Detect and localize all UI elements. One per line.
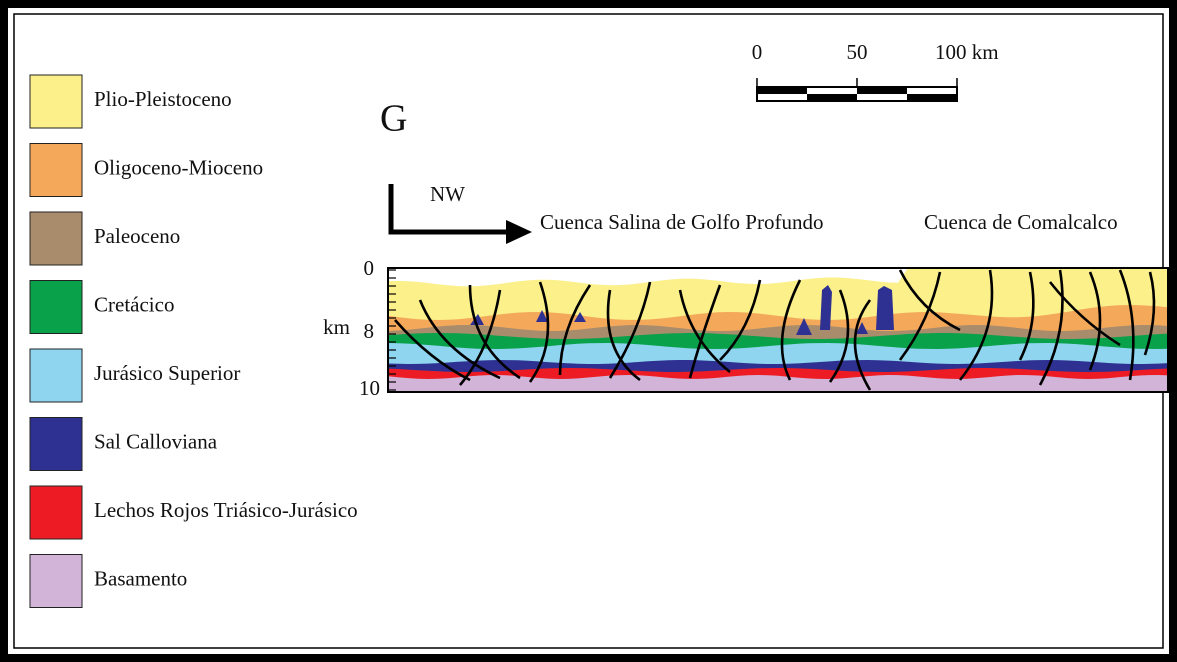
legend-label: Oligoceno-Mioceno <box>94 155 263 179</box>
legend-swatch <box>30 349 82 402</box>
depth-label: 10 <box>359 376 380 400</box>
legend-swatch <box>30 555 82 608</box>
depth-label: 8 <box>364 319 375 343</box>
legend-label: Plio-Pleistoceno <box>94 87 232 111</box>
legend-swatch <box>30 212 82 265</box>
layer <box>388 375 1168 392</box>
legend-swatch <box>30 144 82 197</box>
scale-label: 100 km <box>935 40 999 64</box>
scale-label: 0 <box>752 40 763 64</box>
region-label: Cuenca Salina de Golfo Profundo <box>540 210 823 234</box>
legend-label: Paleoceno <box>94 224 180 248</box>
depth-label: 0 <box>364 256 375 280</box>
scale-segment <box>757 87 807 94</box>
legend-label: Sal Calloviana <box>94 429 218 453</box>
scale-label: 50 <box>847 40 868 64</box>
legend-swatch <box>30 486 82 539</box>
legend-label: Jurásico Superior <box>94 361 240 385</box>
legend-swatch <box>30 418 82 471</box>
legend-label: Cretácico <box>94 292 174 316</box>
legend-label: Lechos Rojos Triásico-Jurásico <box>94 498 358 522</box>
cross-section <box>388 268 1168 392</box>
region-label: Cuenca de Comalcalco <box>924 210 1118 234</box>
legend-swatch <box>30 281 82 334</box>
panel-label: G <box>380 98 407 140</box>
legend-label: Basamento <box>94 566 187 590</box>
salt-diapir <box>876 286 894 330</box>
direction-label: NW <box>430 182 465 206</box>
scale-segment <box>807 94 857 101</box>
legend-swatch <box>30 75 82 128</box>
figure: Plio-Pleistoceno Oligoceno-Mioceno Paleoce… <box>0 0 1177 662</box>
scale-segment <box>857 87 907 94</box>
scale-segment <box>907 94 957 101</box>
depth-unit: km <box>323 315 350 339</box>
